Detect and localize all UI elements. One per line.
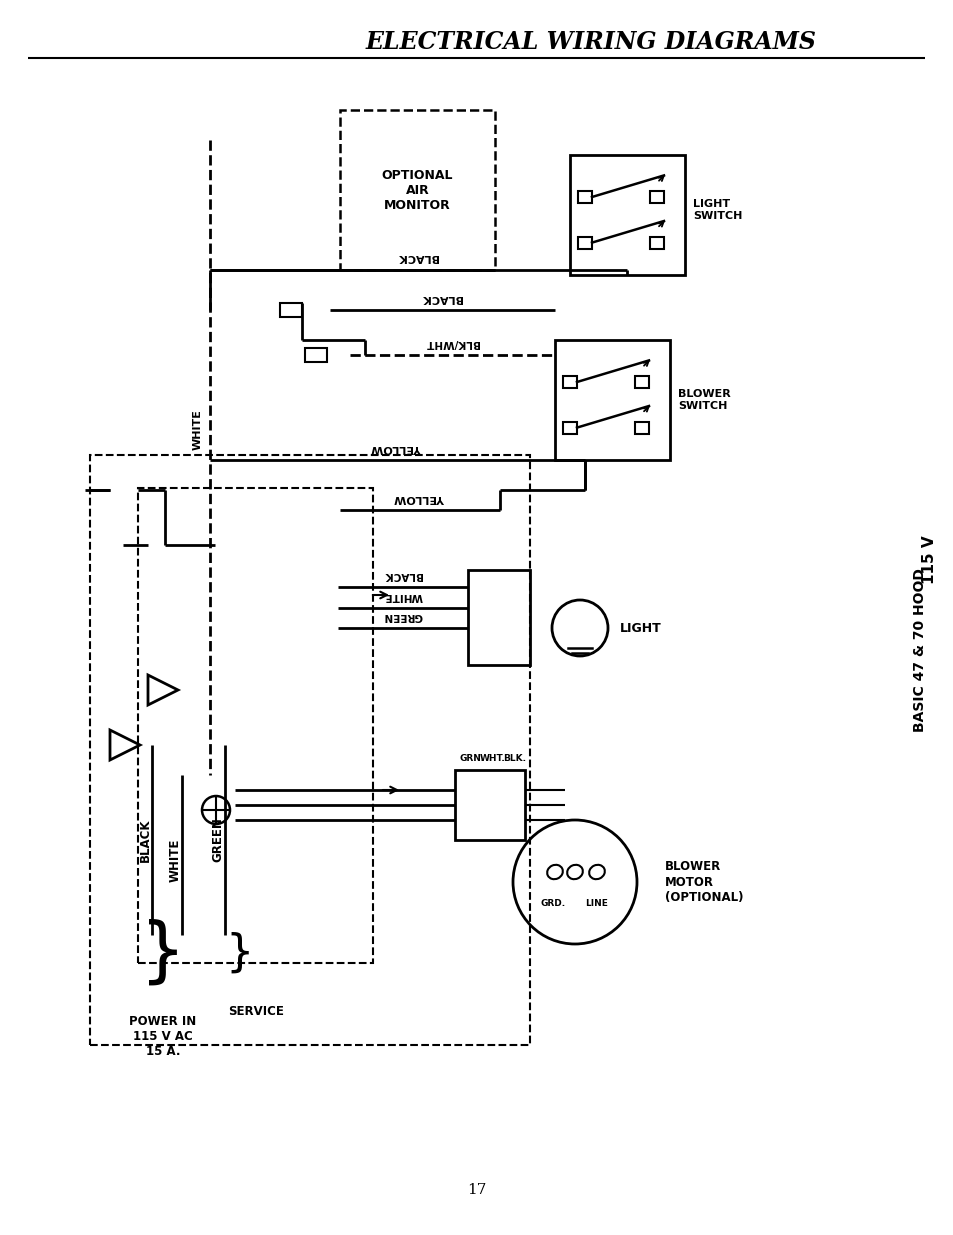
Bar <box>280 303 302 317</box>
Text: LIGHT
SWITCH: LIGHT SWITCH <box>692 199 741 221</box>
Text: WHITE: WHITE <box>169 839 181 882</box>
Bar <box>555 340 669 459</box>
Text: YELLOW: YELLOW <box>371 443 422 453</box>
Text: WHT.: WHT. <box>479 753 505 762</box>
Text: BLOWER
MOTOR
(OPTIONAL): BLOWER MOTOR (OPTIONAL) <box>664 861 742 904</box>
Text: GREEN: GREEN <box>383 611 422 621</box>
Bar <box>578 237 592 248</box>
Text: }: } <box>226 931 253 974</box>
Text: ELECTRICAL WIRING DIAGRAMS: ELECTRICAL WIRING DIAGRAMS <box>366 30 816 54</box>
Bar <box>455 769 524 840</box>
Text: BLACK: BLACK <box>383 571 421 580</box>
Text: 17: 17 <box>467 1183 486 1197</box>
Bar <box>468 571 530 664</box>
Text: BLK.: BLK. <box>502 753 525 762</box>
Text: OPTIONAL
AIR
MONITOR: OPTIONAL AIR MONITOR <box>381 168 453 211</box>
Text: LINE: LINE <box>585 899 608 909</box>
Polygon shape <box>110 730 140 760</box>
Text: BLACK: BLACK <box>397 252 437 262</box>
Text: 115 V: 115 V <box>922 536 937 584</box>
Text: GRN.: GRN. <box>459 753 485 762</box>
Text: GRD.: GRD. <box>539 899 565 909</box>
Text: YELLOW: YELLOW <box>395 493 445 503</box>
Text: LIGHT: LIGHT <box>619 621 661 635</box>
Bar <box>562 421 577 433</box>
Text: GREEN: GREEN <box>212 818 224 862</box>
Text: BLK/WHT: BLK/WHT <box>425 338 478 348</box>
Bar <box>635 421 648 433</box>
Bar <box>635 375 648 388</box>
Bar <box>569 156 684 275</box>
Bar <box>649 237 663 248</box>
Text: BLACK: BLACK <box>138 819 152 862</box>
Text: WHITE: WHITE <box>193 410 203 451</box>
Bar <box>305 348 327 362</box>
Bar <box>578 191 592 203</box>
Text: BLOWER
SWITCH: BLOWER SWITCH <box>678 389 730 411</box>
Text: BASIC 47 & 70 HOOD: BASIC 47 & 70 HOOD <box>912 568 926 732</box>
Polygon shape <box>148 676 178 705</box>
Text: POWER IN
115 V AC
15 A.: POWER IN 115 V AC 15 A. <box>130 1015 196 1058</box>
Text: SERVICE: SERVICE <box>228 1005 284 1018</box>
Bar <box>138 488 373 963</box>
Text: WHITE: WHITE <box>383 592 422 601</box>
Bar <box>649 191 663 203</box>
Bar <box>562 375 577 388</box>
Text: }: } <box>140 919 186 988</box>
Text: BLACK: BLACK <box>421 293 462 303</box>
Bar <box>339 110 495 270</box>
Bar <box>90 454 530 1045</box>
